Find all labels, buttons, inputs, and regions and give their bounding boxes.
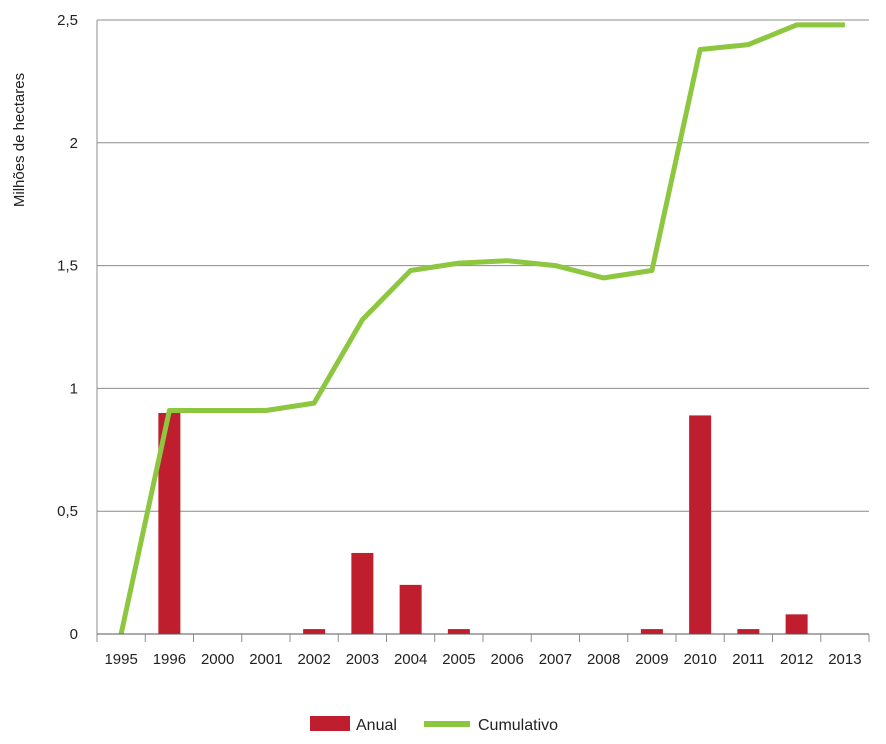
- y-tick-label: 2,5: [57, 12, 78, 29]
- y-tick-label: 1: [70, 380, 78, 397]
- grid-lines: [97, 19, 869, 512]
- x-tick-label: 2002: [297, 651, 330, 668]
- x-tick-label: 2012: [780, 651, 813, 668]
- line-series-cumulativo: [118, 22, 845, 635]
- x-tick-label: 2009: [635, 651, 668, 668]
- x-tick-label: 2005: [442, 651, 475, 668]
- bar-2009: [640, 629, 663, 634]
- bar-2003: [351, 552, 374, 634]
- bar-2012: [785, 614, 808, 634]
- x-tick-label: 1996: [153, 651, 186, 668]
- x-tick-label: 2010: [683, 651, 716, 668]
- x-tick-label: 1995: [104, 651, 137, 668]
- bar-series-anual: [158, 412, 808, 634]
- y-tick-label: 0: [70, 626, 78, 643]
- bar-2005: [447, 629, 470, 634]
- y-tick-label: 1,5: [57, 258, 78, 275]
- bar-1996: [158, 412, 181, 634]
- legend-label-cumulativo: Cumulativo: [478, 717, 558, 734]
- x-tick-label: 2013: [828, 651, 861, 668]
- y-axis-ticks: 0 0,5 1 1,5 2 2,5: [57, 12, 78, 643]
- bar-2010: [689, 415, 712, 634]
- x-tick-label: 2006: [490, 651, 523, 668]
- bar-2011: [737, 629, 760, 634]
- bar-2004: [399, 584, 422, 634]
- y-tick-label: 2: [70, 135, 78, 152]
- legend-swatch-anual: [310, 716, 350, 731]
- x-tick-label: 2011: [732, 651, 764, 668]
- x-tick-label: 2000: [201, 651, 234, 668]
- x-tick-label: 2007: [539, 651, 572, 668]
- x-tick-label: 2008: [587, 651, 620, 668]
- legend-label-anual: Anual: [356, 717, 397, 734]
- cumulativo-line: [118, 22, 845, 635]
- bar-2002: [303, 629, 326, 634]
- x-axis-ticks: 1995 1996 2000 2001 2002 2003 2004 2005 2006 2007…: [104, 651, 861, 668]
- x-tick-label: 2001: [249, 651, 282, 668]
- y-axis-label: Milhões de hectares: [11, 73, 28, 207]
- x-tick-label: 2003: [346, 651, 379, 668]
- axes: [96, 20, 870, 642]
- x-tick-label: 2004: [394, 651, 427, 668]
- y-tick-label: 0,5: [57, 503, 78, 520]
- legend: Anual Cumulativo: [310, 716, 558, 734]
